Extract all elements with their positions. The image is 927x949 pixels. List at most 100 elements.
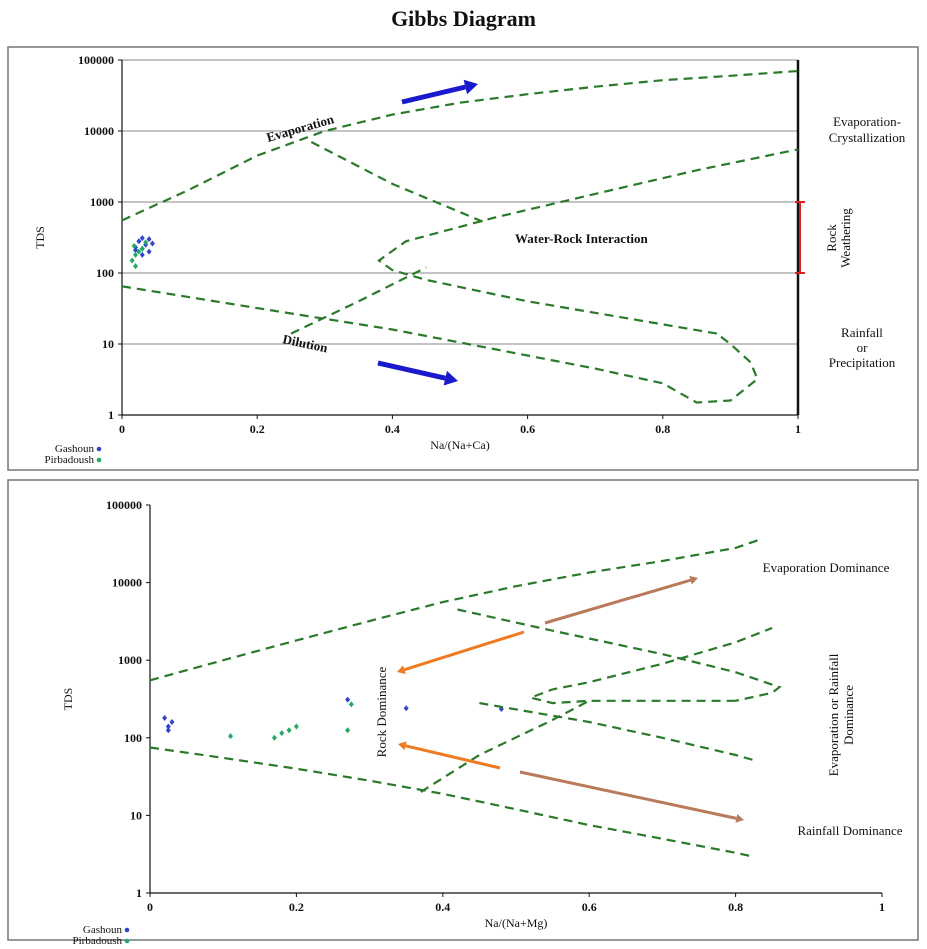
y-tick-label: 10000: [112, 576, 142, 590]
annotation-rain-dominance: Rainfall Dominance: [797, 823, 902, 838]
x-tick-label: 0.8: [655, 422, 670, 436]
arrow-evap-dominance-shaft: [544, 578, 691, 625]
arrow-dilution-shaft: [377, 360, 446, 381]
arrow-evaporation-head: [463, 79, 478, 95]
x-tick-label: 0.6: [582, 900, 597, 914]
data-point-gashoun: [146, 236, 152, 243]
data-point-pirbadoush: [129, 257, 135, 264]
legend-gashoun-marker: [124, 927, 130, 933]
annotation-water-rock: Water-Rock Interaction: [515, 231, 649, 246]
data-point-pirbadoush: [271, 734, 277, 741]
data-point-gashoun: [139, 251, 145, 258]
data-point-pirbadoush: [133, 251, 139, 258]
panel-border: [7, 46, 919, 471]
y-tick-label: 100000: [78, 53, 114, 67]
x-tick-label: 0.8: [728, 900, 743, 914]
legend-pirbadoush-marker: [124, 938, 130, 944]
y-tick-label: 100: [96, 266, 114, 280]
data-point-pirbadoush: [228, 733, 234, 740]
data-point-gashoun: [146, 248, 152, 255]
boundary-diag-lower: [420, 699, 590, 793]
data-point-gashoun: [149, 240, 155, 247]
data-point-gashoun: [165, 727, 171, 734]
annotation-evap-rain-2: Dominance: [841, 685, 856, 745]
arrow-rock-upper-head: [397, 665, 406, 674]
annotation-dilution: Dilution: [281, 331, 329, 355]
boundary-diag-lower: [290, 266, 427, 335]
data-point-pirbadoush: [293, 723, 299, 730]
annotation-evap-rain-1: Evaporation or Rainfall: [826, 653, 841, 776]
legend-pirbadoush-label: Pirbadoush: [45, 454, 95, 466]
data-point-pirbadoush: [345, 727, 351, 734]
annotation-rock-dominance: Rock Dominance: [374, 666, 389, 757]
y-tick-label: 10: [102, 337, 114, 351]
legend-gashoun-label: Gashoun: [55, 443, 95, 455]
arrow-rock-lower-head: [398, 741, 407, 751]
boundary-diag-upper: [457, 608, 782, 702]
y-tick-label: 100000: [106, 498, 142, 512]
arrow-rain-dominance-head: [735, 813, 744, 823]
y-axis-label: TDS: [33, 226, 47, 249]
data-point-pirbadoush: [348, 701, 354, 708]
x-tick-label: 0.4: [385, 422, 400, 436]
data-point-gashoun: [165, 723, 171, 730]
data-point-pirbadoush: [131, 243, 137, 250]
boundary-inner: [526, 626, 773, 705]
arrow-rock-upper-shaft: [403, 630, 525, 672]
annotation-rainfall-1: Rainfall: [841, 325, 883, 340]
x-tick-label: 0: [147, 900, 153, 914]
legend-gashoun-marker: [96, 446, 102, 452]
y-tick-label: 1: [108, 408, 114, 422]
x-axis-label: Na/(Na+Mg): [485, 916, 548, 930]
figure-title: Gibbs Diagram: [391, 6, 536, 31]
boundary-inner: [377, 148, 799, 335]
data-point-gashoun: [136, 238, 142, 245]
y-tick-label: 1: [136, 886, 142, 900]
boundary-lower: [149, 746, 751, 858]
arrow-evap-dominance-head: [689, 575, 698, 585]
annotation-rock-weathering-2: Weathering: [838, 208, 853, 268]
x-tick-label: 0.4: [435, 900, 450, 914]
annotation-evap-cryst-1: Evaporation-: [833, 114, 901, 129]
arrow-rock-lower-shaft: [405, 744, 501, 770]
data-point-pirbadoush: [143, 239, 149, 246]
y-tick-label: 10000: [84, 124, 114, 138]
annotation-rainfall-2: or: [857, 340, 869, 355]
x-tick-label: 1: [795, 422, 801, 436]
x-axis-label: Na/(Na+Ca): [430, 438, 489, 452]
data-point-gashoun: [169, 718, 175, 725]
y-tick-label: 1000: [90, 195, 114, 209]
x-tick-label: 0.6: [520, 422, 535, 436]
boundary-upper: [121, 69, 799, 222]
y-tick-label: 10: [130, 808, 142, 822]
x-tick-label: 0: [119, 422, 125, 436]
data-point-gashoun: [139, 235, 145, 242]
boundary-mid: [479, 702, 758, 763]
x-tick-label: 0.2: [250, 422, 265, 436]
x-tick-label: 1: [879, 900, 885, 914]
y-tick-label: 100: [124, 731, 142, 745]
arrow-evaporation-shaft: [401, 84, 466, 105]
data-point-pirbadoush: [136, 248, 142, 255]
data-point-gashoun: [403, 705, 409, 712]
y-axis-label: TDS: [61, 688, 75, 711]
boundary-diag-upper: [310, 141, 488, 225]
annotation-rainfall-3: Precipitation: [829, 355, 896, 370]
arrow-dilution-head: [443, 370, 458, 386]
boundary-upper: [149, 539, 758, 682]
data-point-pirbadoush: [133, 263, 139, 270]
legend-pirbadoush-label: Pirbadoush: [73, 935, 123, 947]
data-point-gashoun: [345, 696, 351, 703]
legend-gashoun-label: Gashoun: [83, 924, 123, 936]
data-point-pirbadoush: [286, 727, 292, 734]
legend-pirbadoush-marker: [96, 457, 102, 463]
data-point-pirbadoush: [139, 245, 145, 252]
panel-border: [7, 479, 919, 941]
x-tick-label: 0.2: [289, 900, 304, 914]
y-tick-label: 1000: [118, 653, 142, 667]
data-point-pirbadoush: [279, 730, 285, 737]
annotation-evap-cryst-2: Crystallization: [829, 130, 906, 145]
arrow-rain-dominance-shaft: [519, 770, 737, 820]
annotation-evap-dominance: Evaporation Dominance: [763, 560, 890, 575]
